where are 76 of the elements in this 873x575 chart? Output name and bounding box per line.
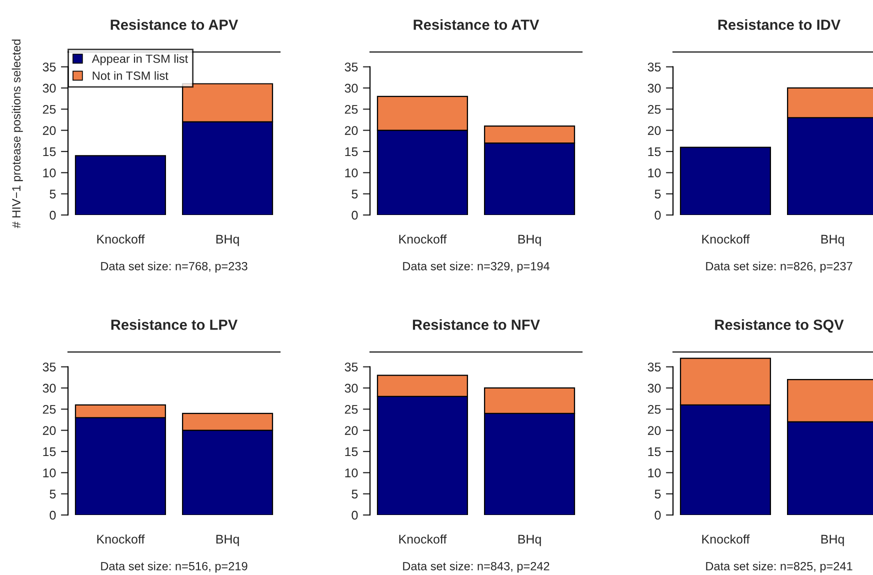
text: Data set size: n=329, p=194 [403,262,550,273]
y-tick-label: 5 [352,490,358,498]
y-tick-label: 5 [654,190,661,198]
y-tick-label: 10 [648,168,661,178]
legend-label: Not in TSM list [92,71,168,80]
text: Data set size: n=516, p=219 [101,562,248,573]
y-tick-label: 35 [648,362,661,372]
y-tick-label: 0 [654,510,661,520]
y-tick-label: 15 [648,447,661,456]
x-tick-label: Knockoff [97,234,145,244]
y-tick-label: 20 [344,426,358,435]
y-tick-label: 30 [42,384,56,393]
y-tick-label: 25 [344,104,358,114]
y-tick-label: 0 [352,210,358,220]
y-tick-label: 20 [648,126,661,135]
y-tick-label: 20 [42,426,56,435]
y-tick-label: 25 [42,404,56,414]
y-tick-label: 20 [344,126,358,135]
y-tick-label: 20 [648,426,661,435]
y-tick-label: 20 [42,126,56,135]
x-tick-label: Knockoff [399,534,447,544]
y-tick-label: 35 [648,62,661,72]
y-tick-label: 0 [654,210,661,220]
y-tick-label: 10 [345,468,358,478]
y-tick-label: 15 [43,447,56,456]
chart-title: Resistance to SQV [715,319,844,333]
y-tick-label: 35 [42,362,56,372]
y-tick-label: 25 [648,404,661,414]
y-tick-label: 15 [345,147,358,156]
text: Data set size: n=768, p=233 [101,262,248,273]
x-tick-label: BHq [821,234,844,246]
x-tick-label: Knockoff [702,234,750,244]
y-tick-label: 15 [43,147,56,156]
x-tick-label: Knockoff [702,534,750,544]
y-tick-label: 30 [42,84,56,93]
bar [74,155,166,215]
x-tick-label: Knockoff [399,234,447,244]
y-tick-label: 10 [648,468,661,478]
y-tick-label: 5 [50,190,56,198]
chart-title: Resistance to ATV [414,19,540,30]
y-tick-label: 0 [50,510,56,520]
x-tick-label: BHq [518,534,541,546]
chart-title: Resistance to APV [110,19,238,30]
x-tick-label: BHq [216,534,239,546]
y-tick-label: 15 [345,447,358,456]
y-tick-label: 25 [42,104,56,114]
y-tick-label: 0 [50,210,56,220]
text: Data set size: n=825, p=241 [706,562,852,573]
chart-title: Resistance to LPV [111,319,238,330]
y-tick-label: 10 [43,168,56,178]
y-tick-label: 30 [648,384,661,393]
x-tick-label: BHq [518,234,541,246]
text: Data set size: n=826, p=237 [706,262,852,273]
y-tick-label: 5 [50,490,56,498]
text: Data set size: n=843, p=242 [403,562,550,573]
x-tick-label: BHq [216,234,239,246]
y-tick-label: 35 [42,62,56,72]
chart-title: Resistance to NFV [412,319,540,330]
y-tick-label: 25 [344,404,358,414]
y-tick-label: 30 [648,84,661,93]
y-tick-label: 30 [344,384,358,393]
chart-title: Resistance to IDV [718,19,840,30]
y-tick-label: 5 [352,190,358,198]
y-tick-label: 30 [344,84,358,93]
y-tick-label: 10 [43,468,56,478]
legend-label: Appear in TSM list [92,54,188,66]
x-tick-label: BHq [821,534,844,546]
x-tick-label: Knockoff [97,534,145,544]
y-tick-label: 35 [344,62,358,72]
y-tick-label: 0 [352,510,358,520]
y-tick-label: 35 [344,362,358,372]
y-axis-title: # HIV−1 protease positions selected [12,40,23,228]
y-tick-label: 5 [654,490,661,498]
y-tick-label: 25 [648,104,661,114]
y-tick-label: 10 [345,168,358,178]
y-tick-label: 15 [648,147,661,156]
